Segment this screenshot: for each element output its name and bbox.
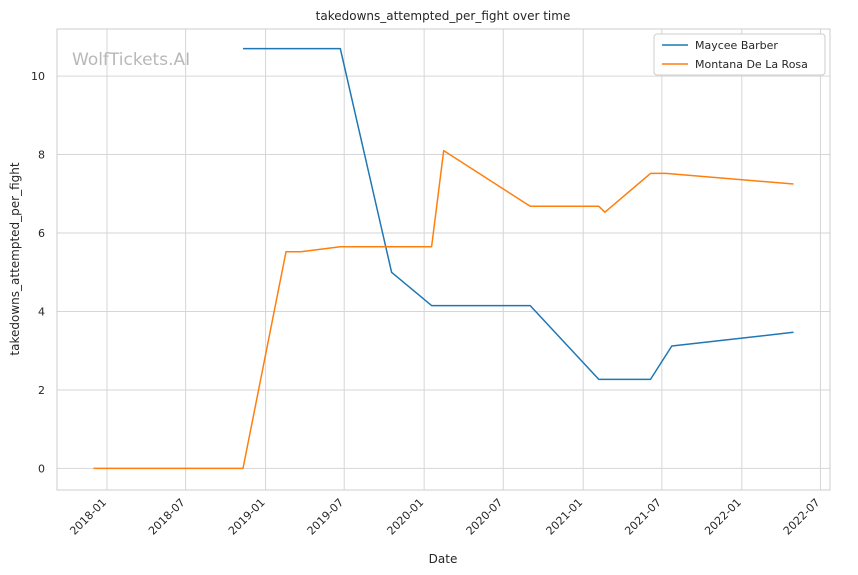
x-tick-label: 2018-01 <box>67 496 109 538</box>
x-tick-labels: 2018-01 2018-07 2019-01 2019-07 2020-01 2020-… <box>67 496 822 538</box>
legend-box <box>653 33 826 76</box>
gridlines <box>57 29 830 490</box>
y-tick-label: 0 <box>38 462 45 475</box>
legend-label: Maycee Barber <box>695 39 778 52</box>
y-tick-labels: 0 2 4 6 8 10 <box>31 70 45 475</box>
x-tick-label: 2019-01 <box>226 496 268 538</box>
y-tick-label: 6 <box>38 227 45 240</box>
y-tick-label: 2 <box>38 384 45 397</box>
series-lines <box>93 47 794 470</box>
x-tick-label: 2021-01 <box>544 496 586 538</box>
x-tick-label: 2018-07 <box>146 496 188 538</box>
x-tick-label: 2020-01 <box>385 496 427 538</box>
x-axis-title: Date <box>429 552 458 566</box>
series-line-2 <box>93 149 794 470</box>
x-tick-label: 2020-07 <box>464 496 506 538</box>
plot-area-frame <box>56 28 831 491</box>
y-axis-title: takedowns_attempted_per_fight <box>8 162 22 355</box>
y-tick-label: 10 <box>31 70 45 83</box>
x-tick-label: 2019-07 <box>305 496 347 538</box>
y-tick-label: 8 <box>38 149 45 162</box>
x-tick-label: 2021-07 <box>622 496 664 538</box>
watermark: WolfTickets.AI <box>72 50 190 70</box>
chart-title: takedowns_attempted_per_fight over time <box>316 9 571 23</box>
series-line-1 <box>243 47 794 381</box>
x-tick-label: 2022-01 <box>702 496 744 538</box>
legend: Maycee Barber Montana De La Rosa <box>653 33 826 76</box>
legend-label: Montana De La Rosa <box>695 58 808 71</box>
x-tick-label: 2022-07 <box>781 496 823 538</box>
y-tick-label: 4 <box>38 305 45 318</box>
